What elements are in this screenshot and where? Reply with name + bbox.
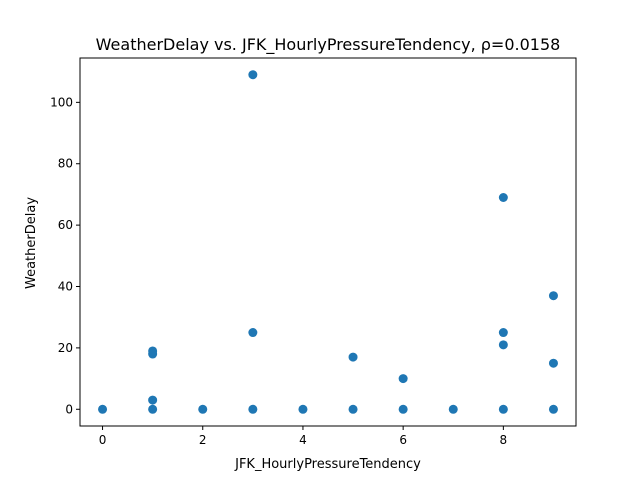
data-point — [498, 340, 508, 350]
data-point — [98, 404, 108, 414]
data-point — [398, 404, 408, 414]
y-axis-label: WeatherDelay — [24, 197, 39, 289]
data-point — [448, 404, 458, 414]
data-point — [348, 404, 358, 414]
data-point — [498, 192, 508, 202]
x-tick-label: 6 — [399, 433, 407, 447]
data-point — [198, 404, 208, 414]
x-tick-label: 2 — [199, 433, 207, 447]
chart-title: WeatherDelay vs. JFK_HourlyPressureTende… — [96, 35, 561, 55]
y-tick-label: 0 — [65, 402, 73, 416]
y-tick-label: 100 — [50, 95, 73, 109]
data-point — [298, 404, 308, 414]
data-point — [498, 328, 508, 338]
data-point — [148, 404, 158, 414]
x-tick-label: 0 — [99, 433, 107, 447]
x-tick-label: 8 — [500, 433, 508, 447]
data-point — [548, 404, 558, 414]
data-point — [498, 404, 508, 414]
data-point — [398, 374, 408, 384]
data-point — [248, 404, 258, 414]
x-tick-label: 4 — [299, 433, 307, 447]
data-point — [248, 328, 258, 338]
y-tick-label: 40 — [58, 280, 73, 294]
data-point — [148, 346, 158, 356]
axes-frame — [79, 57, 577, 427]
y-tick-label: 60 — [58, 218, 73, 232]
data-point — [348, 352, 358, 362]
data-point — [248, 70, 258, 80]
data-point — [548, 291, 558, 301]
x-axis-label: JFK_HourlyPressureTendency — [234, 457, 421, 472]
y-tick-label: 20 — [58, 341, 73, 355]
data-point — [148, 395, 158, 405]
data-point — [548, 358, 558, 368]
y-tick-label: 80 — [58, 157, 73, 171]
